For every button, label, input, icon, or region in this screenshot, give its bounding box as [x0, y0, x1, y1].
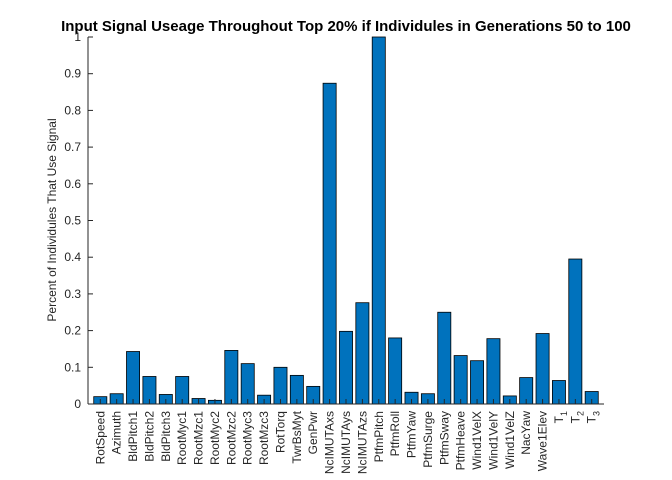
- bar: [355, 302, 370, 405]
- x-tick-label: RotSpeed: [93, 411, 107, 464]
- x-tick-label: T3: [585, 411, 602, 423]
- bar: [470, 360, 485, 405]
- x-tick-label: GenPwr: [306, 411, 320, 454]
- bar: [453, 355, 468, 405]
- y-tick-label: 0.1: [64, 360, 81, 374]
- bar: [126, 351, 141, 405]
- bar: [224, 350, 239, 405]
- x-tick-label: Wind1VelY: [486, 411, 500, 470]
- x-tick-label: PtfmHeave: [454, 411, 468, 471]
- y-tick-label: 0.2: [64, 324, 81, 338]
- y-axis-label: Percent of Individules That Use Signal: [45, 118, 59, 321]
- x-tick-label: RootMyc2: [208, 411, 222, 465]
- x-tick-label: TwrBsMyt: [290, 410, 304, 463]
- y-tick-label: 0.8: [64, 103, 81, 117]
- bar: [371, 36, 386, 405]
- x-tick-label: BldPitch2: [142, 411, 156, 462]
- x-tick-label: BldPitch3: [159, 411, 173, 462]
- x-tick-labels: RotSpeed Azimuth BldPitch1 BldPitch2 BldPitc…: [93, 410, 601, 474]
- axes-layer: [87, 36, 604, 405]
- x-tick-label: PtfmSway: [437, 411, 451, 465]
- y-tick-label: 0.5: [64, 214, 81, 228]
- bar: [486, 338, 501, 405]
- bar: [388, 337, 403, 405]
- x-tick-label: BldPitch1: [126, 411, 140, 462]
- y-tick-labels: 0 0.1 0.2 0.3 0.4 0.5 0.6 0.7 0.8 0.9 1: [64, 30, 81, 411]
- x-tick-label: PtfmPitch: [372, 411, 386, 462]
- x-tick-label: NcIMUTAxs: [323, 411, 337, 474]
- x-tick-label: RootMzc1: [192, 411, 206, 465]
- y-tick-label: 0.4: [64, 250, 81, 264]
- x-tick-label: T1: [552, 411, 569, 423]
- y-tick-label: 0.6: [64, 177, 81, 191]
- chart-title: Input Signal Useage Throughout Top 20% i…: [61, 18, 631, 35]
- x-tick-label: RootMzc3: [257, 411, 271, 465]
- x-tick-label: RotTorq: [273, 411, 287, 453]
- x-tick-label: Wave1Elev: [536, 411, 550, 471]
- x-tick-label: RootMyc3: [241, 411, 255, 465]
- bar: [568, 258, 583, 405]
- x-tick-label: Azimuth: [110, 411, 124, 454]
- x-tick-label: RootMyc1: [175, 411, 189, 465]
- y-tick-label: 0.9: [64, 67, 81, 81]
- x-tick-label: RootMzc2: [224, 411, 238, 465]
- x-tick-label: PtfmSurge: [421, 411, 435, 468]
- bar: [273, 366, 288, 405]
- x-tick-label: PtfmRoll: [388, 411, 402, 456]
- y-tick-label: 0: [74, 397, 81, 411]
- x-tick-label: NcIMUTAzs: [355, 411, 369, 474]
- bar: [322, 82, 337, 405]
- bar: [535, 333, 550, 405]
- x-tick-label: PtfmYaw: [405, 411, 419, 458]
- y-tick-label: 1: [74, 30, 81, 44]
- bar: [339, 330, 353, 405]
- x-tick-label: NacYaw: [519, 411, 533, 455]
- x-tick-label: Wind1VelZ: [503, 411, 517, 469]
- bar: [437, 311, 452, 405]
- y-tick-label: 0.3: [64, 287, 81, 301]
- y-tick-label: 0.7: [64, 140, 81, 154]
- x-tick-label: NcIMUTAys: [339, 411, 353, 474]
- bar: [240, 363, 255, 405]
- x-tick-label: T2: [568, 411, 585, 423]
- x-tick-label: Wind1VelX: [470, 411, 484, 470]
